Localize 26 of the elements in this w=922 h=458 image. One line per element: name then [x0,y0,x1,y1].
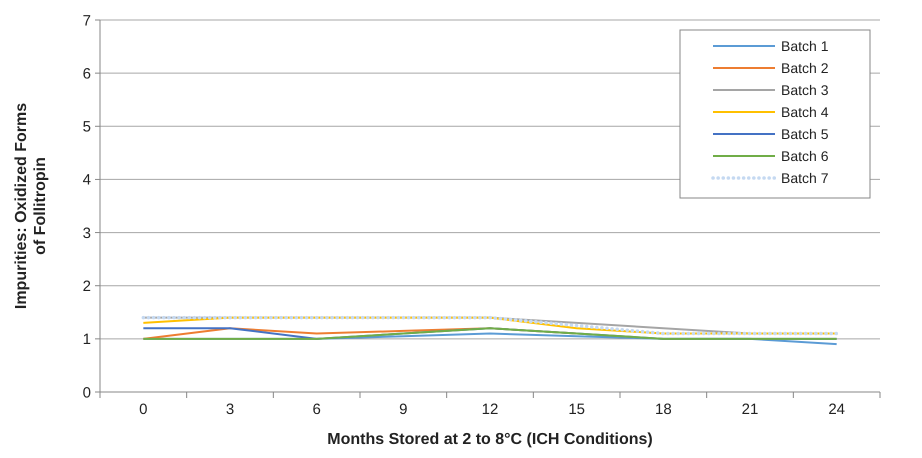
x-tick-label: 24 [828,401,846,418]
x-tick-label: 3 [226,401,234,418]
y-tick-label: 6 [82,65,91,82]
x-tick-label: 0 [139,401,148,418]
y-tick-label: 0 [82,384,91,402]
legend-label: Batch 6 [781,148,829,164]
x-axis-title: Months Stored at 2 to 8°C (ICH Conditions) [327,431,653,448]
x-tick-label: 6 [312,401,321,418]
y-tick-label: 5 [82,118,91,136]
x-tick-label: 15 [568,401,586,418]
x-tick-label: 9 [399,401,408,418]
legend-label: Batch 4 [781,104,829,120]
y-tick-label: 1 [82,331,91,348]
y-tick-label: 2 [82,278,91,295]
x-tick-label: 21 [742,401,758,418]
y-axis-title: Impurities: Oxidized Forms of Follitropin [13,102,50,310]
legend-label: Batch 2 [781,60,829,76]
y-tick-label: 7 [82,12,91,30]
legend-label: Batch 3 [781,82,829,98]
x-tick-label: 12 [482,401,498,418]
y-tick-label: 4 [82,172,91,189]
y-tick-label: 3 [82,224,91,242]
x-tick-label: 18 [654,401,672,418]
legend-label: Batch 7 [781,170,829,186]
legend-label: Batch 1 [781,38,829,54]
legend-label: Batch 5 [781,126,829,142]
